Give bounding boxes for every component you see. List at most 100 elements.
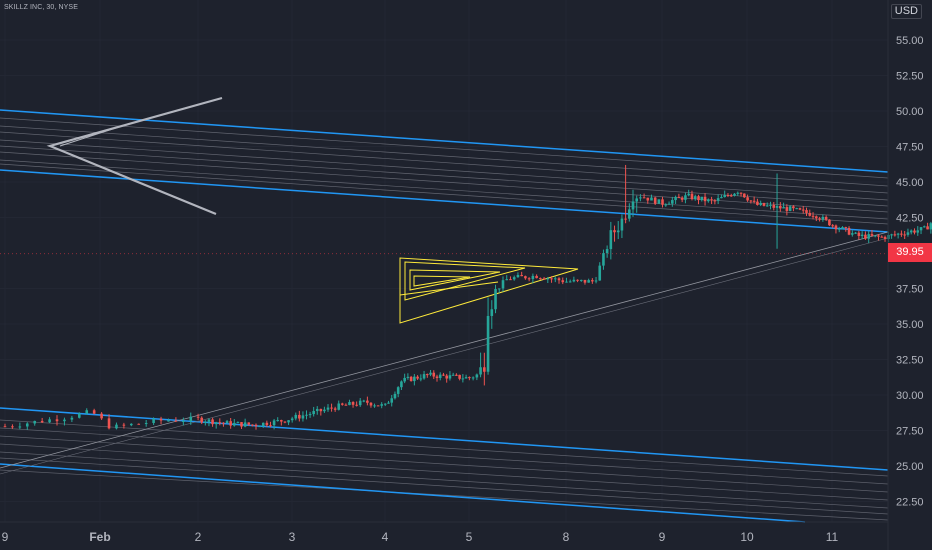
candle-body-1 [11, 426, 14, 428]
candle-body-234 [916, 230, 920, 233]
fib-level-line [0, 145, 889, 207]
candle-body-220 [870, 234, 874, 236]
candle-body-103 [464, 377, 468, 379]
candle-body-56 [305, 414, 308, 416]
candle-body-161 [677, 196, 681, 198]
candle-body-54 [298, 414, 301, 419]
candle-body-154 [653, 197, 657, 204]
candle-body-182 [746, 197, 749, 201]
candle-body-118 [520, 274, 523, 277]
drawings-layer[interactable] [0, 96, 889, 523]
candle-body-191 [775, 205, 779, 208]
triangle-pattern-inner [409, 269, 501, 291]
candle-body-2 [18, 426, 22, 428]
fib-level-line [0, 159, 889, 220]
candle-body-200 [805, 210, 808, 213]
price-tick-label: 32.50 [896, 355, 924, 367]
candle-body-60 [319, 408, 323, 412]
price-tick-label: 47.50 [896, 142, 924, 154]
candle-body-194 [785, 207, 789, 211]
time-tick-label: 4 [382, 530, 389, 544]
candle-body-12 [92, 410, 96, 414]
currency-label[interactable]: USD [890, 4, 922, 19]
candle-body-111 [494, 289, 497, 310]
candle-body-72 [362, 400, 366, 402]
fib-level-line [0, 443, 889, 501]
candle-body-82 [396, 387, 400, 394]
candle-body-3 [25, 423, 29, 427]
price-tick-label: 55.00 [896, 35, 924, 47]
candle-body-121 [531, 275, 535, 280]
price-axis[interactable]: 55.00 52.50 50.00 47.50 45.00 42.50 37.50 35.00… [896, 35, 924, 509]
candle-body-155 [657, 199, 661, 204]
candle-body-167 [697, 196, 700, 201]
candle-body-25 [189, 416, 193, 422]
time-tick-label: 10 [740, 530, 754, 544]
time-tick-label: 11 [826, 530, 839, 544]
candle-body-49 [280, 420, 283, 422]
candle-body-201 [808, 212, 812, 216]
candle-body-15 [115, 424, 118, 429]
candle-body-19 [144, 423, 148, 425]
candle-body-119 [524, 276, 527, 279]
candle-body-115 [509, 279, 512, 281]
candle-body-202 [811, 215, 815, 217]
candle-body-14 [107, 418, 111, 429]
candle-body-50 [283, 421, 287, 423]
candle-body-143 [613, 230, 616, 233]
candle-body-59 [315, 408, 319, 412]
candle-body-109 [486, 315, 490, 372]
candle-body-211 [841, 227, 844, 229]
candle-body-139 [598, 265, 602, 281]
candle-body-226 [890, 234, 893, 236]
candle-body-133 [576, 279, 579, 281]
candle-body-152 [646, 197, 650, 201]
price-tick-label: 27.50 [896, 426, 924, 438]
candle-body-34 [225, 421, 229, 424]
price-tick-label: 22.50 [896, 497, 924, 509]
candle-body-228 [896, 233, 900, 235]
candle-body-18 [137, 423, 141, 425]
candle-body-227 [893, 234, 897, 236]
candle-body-136 [587, 280, 590, 283]
candle-body-157 [664, 204, 668, 206]
candle-body-204 [818, 218, 821, 220]
candle-body-96 [442, 374, 445, 376]
lower-channel-bottom-line [0, 463, 806, 523]
candle-body-180 [739, 192, 743, 194]
time-tick-label: Feb [89, 530, 110, 544]
price-tick-label: 25.00 [896, 461, 924, 473]
candle-body-44 [261, 422, 265, 427]
candle-body-98 [448, 375, 452, 379]
candle-body-192 [779, 205, 782, 209]
upper-channel-bottom-line [0, 169, 889, 233]
candle-body-32 [218, 422, 222, 424]
triangle-pattern-line [399, 281, 499, 296]
candle-body-10 [78, 413, 81, 418]
candle-body-232 [909, 230, 913, 233]
candle-body-7 [55, 419, 59, 422]
candle-body-177 [729, 195, 733, 197]
price-tick-label: 30.00 [896, 390, 924, 402]
candle-body-36 [232, 422, 236, 426]
candle-body-73 [366, 400, 369, 403]
candle-body-217 [860, 234, 864, 236]
fib-level-line [0, 117, 889, 179]
symbol-legend[interactable]: SKILLZ INC, 30, NYSE [4, 4, 78, 11]
candle-body-71 [358, 400, 362, 406]
candle-body-116 [512, 277, 516, 280]
price-tick-label: 50.00 [896, 106, 924, 118]
candle-body-223 [880, 236, 884, 238]
candles-layer [3, 164, 932, 430]
time-tick-label: 5 [466, 530, 473, 544]
candle-body-106 [475, 374, 479, 378]
candle-body-4 [33, 420, 37, 424]
candle-body-0 [3, 426, 7, 428]
time-axis[interactable]: 9 Feb 2 3 4 5 8 9 10 11 [2, 530, 839, 544]
candle-body-195 [788, 206, 792, 211]
candle-body-218 [864, 234, 867, 239]
candle-body-66 [341, 403, 344, 405]
candle-body-198 [798, 208, 802, 210]
